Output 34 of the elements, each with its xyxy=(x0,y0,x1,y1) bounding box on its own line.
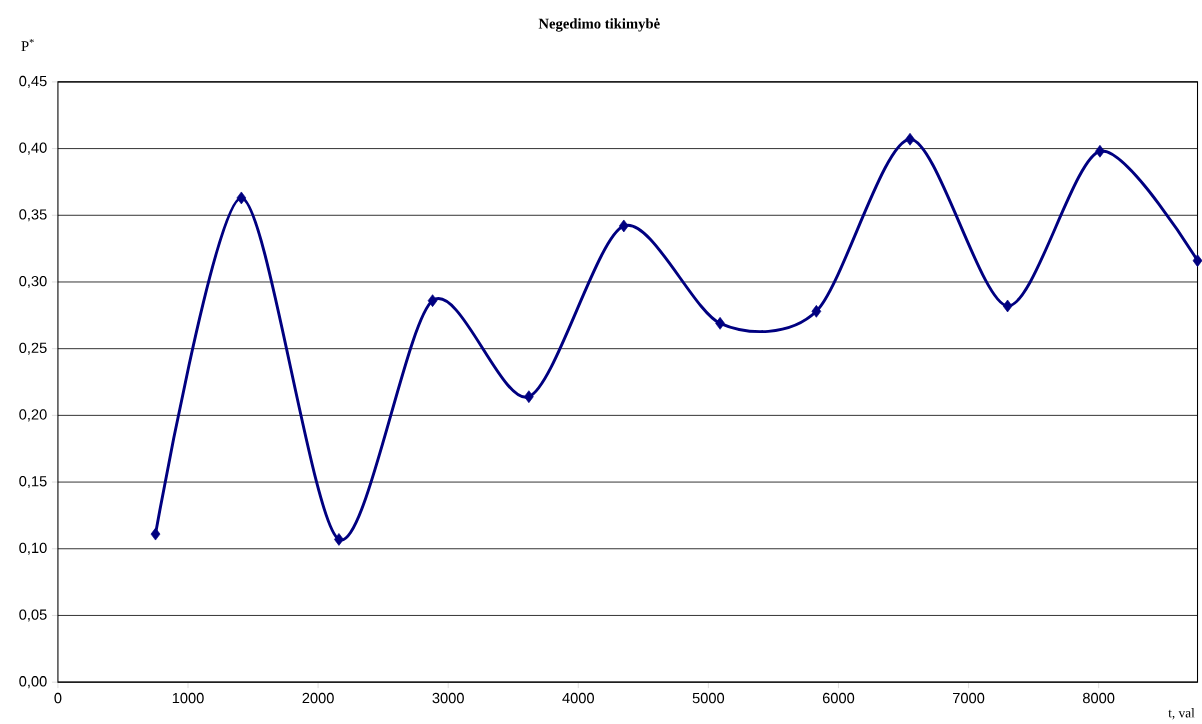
point xyxy=(524,390,534,403)
y-tick-label: 0,40 xyxy=(19,142,47,155)
x-tick-label: 8000 xyxy=(1082,692,1115,704)
x-tick-label: 6000 xyxy=(822,692,855,704)
x-axis-title: t, val xyxy=(1168,708,1195,720)
y-tick-label: 0,00 xyxy=(19,676,47,689)
point xyxy=(236,191,247,205)
y-tick-label: 0,05 xyxy=(19,609,47,622)
x-tick-label: 0 xyxy=(54,692,62,704)
point xyxy=(1095,144,1105,158)
point xyxy=(427,294,438,307)
point xyxy=(811,304,822,318)
point xyxy=(334,533,344,546)
y-tick-label: 0,20 xyxy=(19,409,47,422)
y-tick-label: 0,10 xyxy=(19,542,47,555)
y-axis-title: P$^{*}$ xyxy=(21,38,34,51)
x-tick-label: 2000 xyxy=(302,692,334,704)
x-tick-label: 3000 xyxy=(432,692,464,704)
x-tick-label: 5000 xyxy=(692,692,725,704)
x-tick-label: 4000 xyxy=(562,692,594,704)
point xyxy=(1192,254,1202,267)
y-tick-label: 0,15 xyxy=(19,475,47,489)
y-tick-label: 0,30 xyxy=(19,275,47,288)
point xyxy=(905,132,915,146)
y-tick-label: 0,25 xyxy=(19,342,47,355)
y-tick-label: 0,45 xyxy=(19,75,47,88)
x-tick-label: 7000 xyxy=(953,692,985,704)
chart-title: Negedimo tikimybė xyxy=(538,18,660,32)
y-tick-label: 0,35 xyxy=(19,209,47,222)
point xyxy=(150,527,161,541)
point xyxy=(618,219,629,233)
point xyxy=(1002,299,1013,313)
point xyxy=(715,316,725,330)
x-tick-label: 1000 xyxy=(172,692,204,704)
